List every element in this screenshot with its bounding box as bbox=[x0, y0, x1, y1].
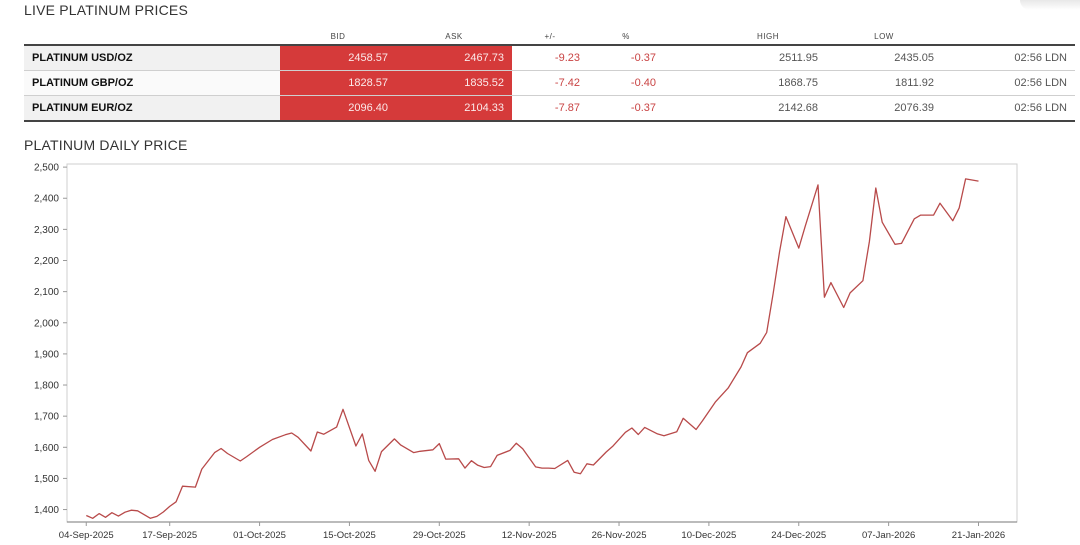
live-prices-title: LIVE PLATINUM PRICES bbox=[24, 2, 189, 18]
ask-price: 2104.33 bbox=[396, 95, 512, 122]
update-time: 02:56 LDN bbox=[942, 70, 1075, 96]
x-tick-label: 21-Jan-2026 bbox=[952, 530, 1005, 541]
table-row-gbp: PLATINUM GBP/OZ 1828.57 1835.52 -7.42 -0… bbox=[24, 70, 1075, 96]
column-header-time bbox=[942, 28, 1075, 46]
low-price: 1811.92 bbox=[826, 70, 942, 96]
y-tick-label: 2,100 bbox=[34, 287, 59, 298]
cell-spacer bbox=[664, 45, 710, 71]
price-series-line bbox=[86, 178, 979, 519]
x-tick-label: 07-Jan-2026 bbox=[862, 530, 915, 541]
x-tick-label: 04-Sep-2025 bbox=[59, 530, 114, 541]
bid-price: 2458.57 bbox=[280, 45, 396, 71]
column-header-change: +/- bbox=[512, 28, 588, 46]
column-header-name bbox=[24, 28, 280, 46]
percent-change: -0.37 bbox=[588, 95, 664, 122]
price-change: -7.42 bbox=[512, 70, 588, 96]
update-time: 02:56 LDN bbox=[942, 45, 1075, 71]
column-header-percent: % bbox=[588, 28, 664, 46]
x-tick-label: 17-Sep-2025 bbox=[142, 530, 197, 541]
y-tick-label: 1,900 bbox=[34, 349, 59, 360]
x-tick-label: 29-Oct-2025 bbox=[413, 530, 466, 541]
high-price: 2142.68 bbox=[710, 95, 826, 122]
ask-price: 2467.73 bbox=[396, 45, 512, 71]
bid-price: 2096.40 bbox=[280, 95, 396, 122]
y-tick-label: 2,400 bbox=[34, 194, 59, 205]
y-tick-label: 2,300 bbox=[34, 225, 59, 236]
live-prices-table: BID ASK +/- % HIGH LOW PLATINUM USD/OZ 2… bbox=[24, 28, 1075, 122]
price-change: -9.23 bbox=[512, 45, 588, 71]
ask-price: 1835.52 bbox=[396, 70, 512, 96]
plot-frame bbox=[66, 163, 1018, 523]
y-tick-label: 2,000 bbox=[34, 318, 59, 329]
table-row-usd: PLATINUM USD/OZ 2458.57 2467.73 -9.23 -0… bbox=[24, 45, 1075, 71]
x-tick-label: 12-Nov-2025 bbox=[502, 530, 557, 541]
percent-change: -0.40 bbox=[588, 70, 664, 96]
daily-price-title: PLATINUM DAILY PRICE bbox=[24, 137, 188, 153]
bid-price: 1828.57 bbox=[280, 70, 396, 96]
daily-price-chart: 1,400 1,500 1,600 1,700 1,800 1,900 2,000 2,100… bbox=[34, 163, 1018, 541]
row-name: PLATINUM USD/OZ bbox=[24, 45, 280, 71]
y-tick-label: 1,600 bbox=[34, 443, 59, 454]
x-tick-label: 15-Oct-2025 bbox=[323, 530, 376, 541]
y-tick-label: 2,200 bbox=[34, 256, 59, 267]
x-tick-label: 26-Nov-2025 bbox=[592, 530, 647, 541]
cell-spacer bbox=[664, 95, 710, 122]
column-spacer bbox=[664, 28, 710, 46]
high-price: 2511.95 bbox=[710, 45, 826, 71]
column-header-ask: ASK bbox=[396, 28, 512, 46]
column-header-bid: BID bbox=[280, 28, 396, 46]
y-tick-label: 2,500 bbox=[34, 163, 59, 174]
x-tick-label: 10-Dec-2025 bbox=[681, 530, 736, 541]
row-name: PLATINUM GBP/OZ bbox=[24, 70, 280, 96]
x-tick-label: 01-Oct-2025 bbox=[233, 530, 286, 541]
cell-spacer bbox=[664, 70, 710, 96]
y-tick-label: 1,500 bbox=[34, 474, 59, 485]
row-name: PLATINUM EUR/OZ bbox=[24, 95, 280, 122]
window-shadow bbox=[1020, 0, 1080, 10]
price-change: -7.87 bbox=[512, 95, 588, 122]
y-tick-label: 1,800 bbox=[34, 381, 59, 392]
y-tick-label: 1,400 bbox=[34, 505, 59, 516]
y-tick-label: 1,700 bbox=[34, 412, 59, 423]
table-row-eur: PLATINUM EUR/OZ 2096.40 2104.33 -7.87 -0… bbox=[24, 95, 1075, 122]
column-header-low: LOW bbox=[826, 28, 942, 46]
percent-change: -0.37 bbox=[588, 45, 664, 71]
update-time: 02:56 LDN bbox=[942, 95, 1075, 122]
low-price: 2076.39 bbox=[826, 95, 942, 122]
low-price: 2435.05 bbox=[826, 45, 942, 71]
column-header-high: HIGH bbox=[710, 28, 826, 46]
table-header-row: BID ASK +/- % HIGH LOW bbox=[24, 28, 1075, 46]
x-tick-label: 24-Dec-2025 bbox=[771, 530, 826, 541]
high-price: 1868.75 bbox=[710, 70, 826, 96]
